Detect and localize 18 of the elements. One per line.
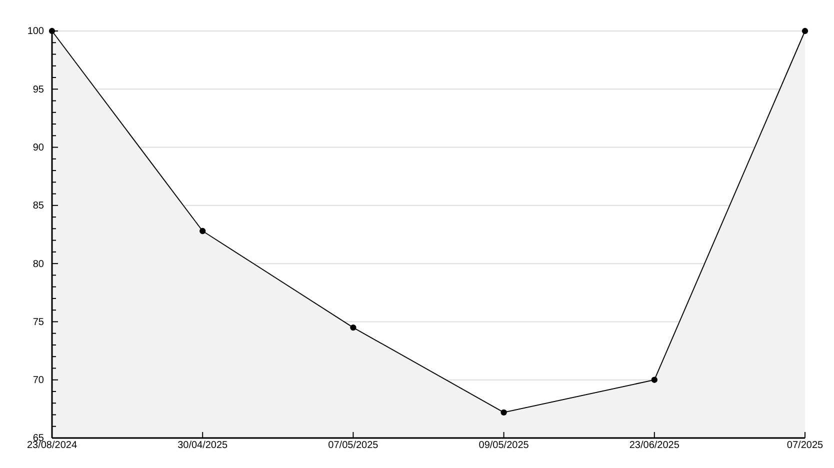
y-tick-label: 100 xyxy=(27,26,44,38)
y-tick-label: 80 xyxy=(32,258,44,270)
x-tick-label: 09/05/2025 xyxy=(478,440,530,452)
point xyxy=(200,228,206,234)
y-tick-label: 90 xyxy=(32,142,44,154)
y-tick-label: 75 xyxy=(32,316,44,328)
y-tick-label: 85 xyxy=(32,200,44,212)
x-tick-label: 23/08/2024 xyxy=(26,440,78,452)
point xyxy=(350,324,356,331)
point xyxy=(802,28,808,34)
x-tick-label: 23/06/2025 xyxy=(629,440,680,452)
x-tick-label: 07/05/2025 xyxy=(328,440,379,452)
x-tick-label: 07/2025 xyxy=(786,440,824,452)
x-tick-label: 30/04/2025 xyxy=(178,440,228,452)
y-tick-label: 95 xyxy=(32,84,44,96)
y-tick-label: 70 xyxy=(32,375,44,386)
point xyxy=(500,409,507,416)
point xyxy=(651,376,658,383)
